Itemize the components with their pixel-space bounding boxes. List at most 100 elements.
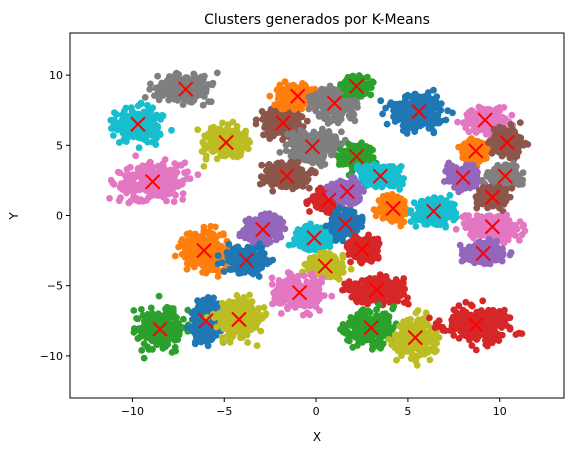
data-point (126, 163, 134, 171)
data-point (185, 98, 193, 105)
data-point (392, 109, 400, 117)
data-point (399, 127, 407, 134)
data-point (338, 158, 345, 165)
data-point (137, 99, 145, 107)
data-point (169, 93, 177, 101)
data-point (149, 164, 157, 172)
data-point (459, 150, 467, 158)
data-point (306, 208, 313, 215)
data-point (314, 90, 322, 98)
data-point (146, 86, 154, 93)
data-point (454, 118, 461, 126)
data-point (377, 97, 385, 105)
data-point (496, 107, 504, 115)
data-point (519, 169, 527, 177)
data-point (313, 204, 321, 211)
data-point (445, 162, 453, 170)
data-point (324, 119, 332, 127)
data-point (286, 140, 294, 148)
data-point (158, 79, 166, 87)
data-point (159, 112, 167, 120)
data-point (136, 131, 144, 139)
data-point (111, 117, 118, 125)
data-point (219, 152, 227, 160)
data-point (519, 176, 527, 184)
data-point (141, 112, 149, 119)
chart-title: Clusters generados por K-Means (204, 12, 430, 28)
data-point (119, 111, 127, 119)
data-point (347, 114, 354, 122)
data-point (127, 104, 135, 112)
data-point (171, 84, 179, 92)
data-point (142, 134, 150, 142)
data-point (345, 105, 353, 113)
data-point (281, 78, 289, 86)
data-point (199, 138, 207, 146)
data-point (386, 101, 394, 108)
data-point (116, 184, 124, 191)
data-point (462, 161, 470, 169)
data-point (186, 175, 194, 183)
data-point (143, 196, 151, 204)
data-point (391, 118, 399, 125)
data-point (224, 150, 232, 158)
data-point (212, 130, 219, 138)
data-point (387, 177, 395, 185)
data-point (192, 74, 200, 82)
data-point (150, 130, 158, 138)
data-point (294, 137, 301, 144)
data-point (508, 111, 516, 119)
data-point (152, 141, 160, 149)
data-point (143, 182, 151, 190)
data-point (444, 107, 452, 115)
data-point (200, 163, 208, 170)
data-point (259, 179, 267, 187)
data-point (177, 161, 185, 169)
data-point (149, 189, 157, 197)
data-point (365, 81, 373, 88)
data-point (147, 159, 154, 166)
data-point (175, 179, 183, 186)
data-point (194, 85, 202, 92)
data-point (132, 152, 140, 160)
data-point (310, 134, 318, 142)
data-point (209, 148, 217, 156)
data-point (147, 80, 154, 88)
data-point (308, 92, 315, 100)
data-point (126, 175, 134, 183)
data-point (184, 76, 192, 84)
data-point (333, 91, 340, 98)
data-point (160, 181, 168, 189)
data-point (159, 92, 167, 99)
data-point (204, 133, 212, 141)
data-point (149, 104, 157, 112)
data-point (305, 184, 313, 192)
data-point (517, 134, 525, 142)
data-point (283, 89, 291, 97)
data-point (355, 92, 362, 99)
data-point (163, 175, 171, 183)
data-point (325, 144, 333, 152)
data-point (288, 152, 296, 160)
data-point (144, 101, 151, 109)
data-point (328, 151, 335, 159)
data-point (395, 176, 403, 183)
data-point (154, 88, 162, 96)
data-point (169, 176, 177, 184)
data-point (146, 124, 153, 132)
data-point (488, 150, 496, 157)
data-point (308, 150, 316, 158)
data-point (411, 128, 419, 136)
data-point (168, 126, 175, 134)
data-point (199, 86, 207, 94)
data-point (276, 149, 284, 156)
data-point (416, 94, 424, 102)
data-point (294, 99, 302, 106)
data-point (138, 181, 146, 189)
data-point (516, 119, 524, 126)
data-point (478, 176, 486, 184)
data-point (364, 174, 372, 181)
data-point (269, 119, 277, 127)
data-point (501, 115, 509, 123)
